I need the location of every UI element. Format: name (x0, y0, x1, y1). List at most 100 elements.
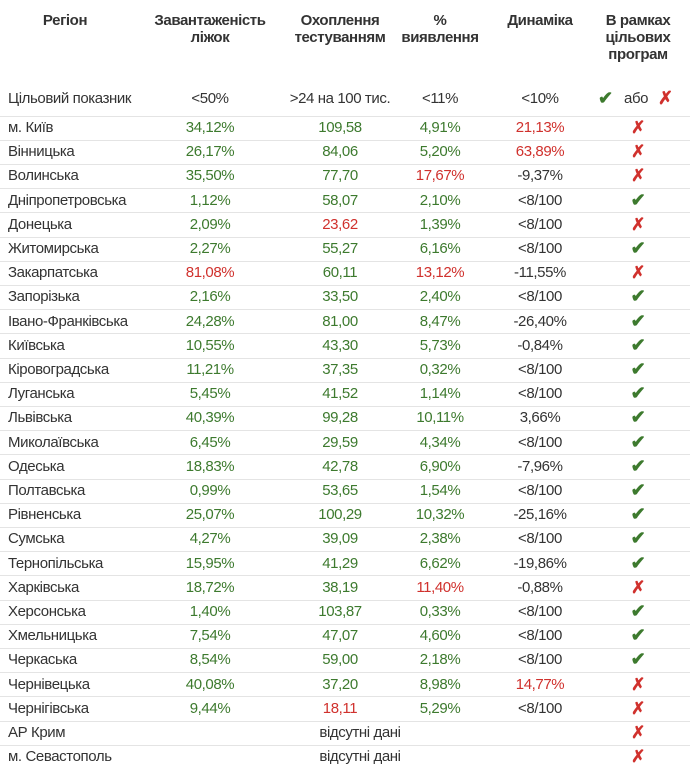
value-cell: 1,40% (189, 603, 231, 620)
value-cell: 1,39% (419, 215, 461, 233)
region-name: Вінницька (8, 143, 75, 161)
value-cell: 0,99% (189, 482, 231, 499)
cross-icon: ✗ (631, 142, 645, 162)
region-name: Чернівецька (8, 675, 90, 693)
value-cell: 10,32% (415, 506, 465, 524)
value-cell: 21,13% (515, 119, 565, 136)
value-cell: <8/100 (518, 433, 562, 451)
cross-icon: ✗ (631, 118, 645, 137)
value-cell: <8/100 (518, 530, 562, 548)
region-name: Волинська (8, 167, 79, 185)
row-separator (0, 575, 690, 577)
value-cell: 5,29% (419, 699, 461, 717)
region-name: м. Севастополь (8, 748, 112, 766)
target-value: >24 на 100 тис. (289, 90, 391, 107)
value-cell: 6,62% (419, 554, 461, 572)
row-separator (0, 163, 690, 165)
value-cell: <8/100 (518, 627, 562, 645)
value-cell: 26,17% (185, 143, 235, 161)
region-name: Сумська (8, 530, 65, 548)
region-name: Луганська (8, 385, 75, 403)
target-value: <11% (421, 90, 459, 107)
region-name: Тернопільська (8, 554, 104, 572)
value-cell: 37,20 (322, 675, 358, 693)
value-cell: 11,40% (416, 578, 464, 596)
value-cell: -0,88% (517, 578, 563, 596)
value-cell: 10,55% (185, 336, 235, 354)
region-name: Кіровоградська (8, 361, 109, 378)
row-separator (0, 623, 690, 625)
header-cell: В рамках цільових програм (605, 12, 671, 63)
check-icon: ✔ (630, 625, 646, 646)
value-cell: 59,00 (322, 651, 358, 669)
check-icon: ✔ (630, 238, 646, 258)
value-cell: 13,12% (415, 264, 465, 282)
value-cell: 42,78 (322, 457, 358, 475)
value-cell: 100,29 (318, 506, 362, 524)
cross-icon: ✗ (631, 166, 645, 186)
row-separator (0, 139, 690, 141)
value-cell: 1,14% (419, 385, 461, 403)
value-cell: 9,44% (189, 699, 231, 717)
value-cell: 4,60% (419, 627, 461, 645)
region-name: Чернігівська (8, 699, 89, 717)
cross-icon: ✗ (658, 88, 673, 108)
row-separator (0, 381, 690, 383)
value-cell: 18,72% (185, 578, 235, 596)
value-cell: 6,16% (419, 240, 461, 257)
region-name: Львівська (8, 409, 72, 427)
region-name: Черкаська (8, 651, 77, 669)
check-icon: ✔ (630, 480, 646, 500)
value-cell: <8/100 (518, 651, 562, 669)
check-icon: ✔ (630, 504, 646, 525)
missing-note: відсутні дані (319, 724, 401, 741)
value-cell: 41,29 (322, 554, 358, 572)
value-cell: 53,65 (322, 482, 358, 499)
value-cell: 77,70 (322, 167, 358, 185)
value-cell: 18,11 (322, 699, 358, 717)
region-name: Дніпропетровська (8, 191, 127, 209)
value-cell: 41,52 (322, 385, 358, 403)
cross-icon: ✗ (631, 747, 645, 766)
check-icon: ✔ (598, 88, 613, 108)
region-name: Харківська (8, 578, 79, 596)
row-separator (0, 405, 690, 407)
value-cell: 24,28% (185, 312, 235, 330)
value-cell: 81,00 (322, 312, 358, 330)
row-separator (0, 309, 690, 311)
value-cell: -26,40% (513, 312, 567, 330)
value-cell: 8,47% (419, 312, 461, 330)
value-cell: <8/100 (518, 603, 562, 620)
target-value: <50% (191, 90, 229, 107)
value-cell: 2,27% (189, 240, 231, 257)
row-separator (0, 454, 690, 456)
value-cell: -0,84% (517, 336, 563, 354)
or-text: або (624, 90, 649, 107)
value-cell: <8/100 (518, 361, 562, 378)
check-icon: ✔ (630, 455, 646, 476)
check-icon: ✔ (630, 552, 646, 573)
value-cell: -7,96% (517, 457, 563, 475)
row-separator (0, 744, 690, 746)
row-separator (0, 284, 690, 286)
region-name: Миколаївська (8, 433, 99, 451)
value-cell: 2,38% (419, 530, 461, 548)
value-cell: 1,54% (419, 482, 461, 499)
value-cell: 14,77% (515, 675, 565, 693)
check-icon: ✔ (630, 431, 646, 452)
row-separator (0, 672, 690, 674)
row-separator (0, 333, 690, 335)
region-name: Полтавська (8, 482, 85, 499)
value-cell: <8/100 (518, 215, 562, 233)
region-name: Донецька (8, 215, 72, 233)
value-cell: -25,16% (513, 506, 567, 524)
value-cell: 0,33% (419, 603, 461, 620)
header-cell: Завантаженість ліжок (154, 12, 266, 46)
region-name: Житомирська (8, 240, 99, 257)
value-cell: 10,11% (416, 409, 464, 427)
check-icon: ✔ (630, 359, 646, 379)
row-separator (0, 720, 690, 722)
region-name: Закарпатська (8, 264, 98, 282)
value-cell: 17,67% (415, 167, 465, 185)
